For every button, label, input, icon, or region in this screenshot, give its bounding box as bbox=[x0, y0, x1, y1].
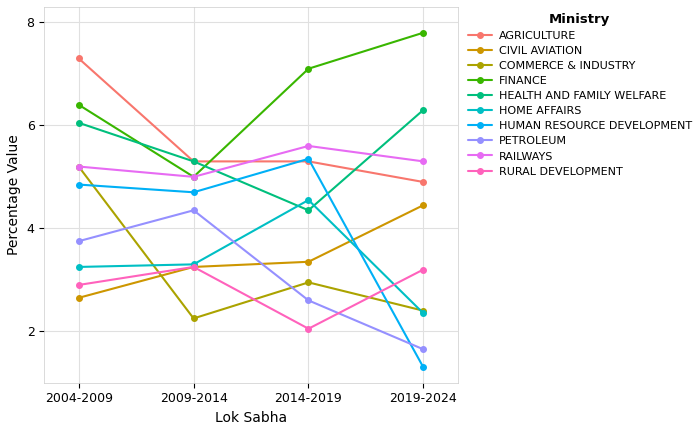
PETROLEUM bbox=[74, 238, 83, 244]
RAILWAYS bbox=[74, 164, 83, 169]
HOME AFFAIRS bbox=[304, 197, 313, 203]
HOME AFFAIRS bbox=[190, 262, 198, 267]
Line: HUMAN RESOURCE DEVELOPMENT: HUMAN RESOURCE DEVELOPMENT bbox=[76, 156, 426, 370]
Y-axis label: Percentage Value: Percentage Value bbox=[7, 134, 21, 255]
COMMERCE & INDUSTRY bbox=[74, 164, 83, 169]
HUMAN RESOURCE DEVELOPMENT bbox=[190, 190, 198, 195]
HOME AFFAIRS bbox=[74, 264, 83, 270]
HUMAN RESOURCE DEVELOPMENT bbox=[419, 365, 428, 370]
RAILWAYS bbox=[419, 159, 428, 164]
HUMAN RESOURCE DEVELOPMENT bbox=[304, 156, 313, 162]
RAILWAYS bbox=[304, 143, 313, 149]
HOME AFFAIRS bbox=[419, 311, 428, 316]
COMMERCE & INDUSTRY bbox=[304, 280, 313, 285]
FINANCE bbox=[419, 30, 428, 35]
HEALTH AND FAMILY WELFARE bbox=[74, 120, 83, 125]
CIVIL AVIATION bbox=[304, 259, 313, 264]
FINANCE bbox=[74, 102, 83, 108]
HEALTH AND FAMILY WELFARE bbox=[190, 159, 198, 164]
COMMERCE & INDUSTRY bbox=[190, 316, 198, 321]
RAILWAYS bbox=[190, 174, 198, 179]
X-axis label: Lok Sabha: Lok Sabha bbox=[215, 411, 287, 425]
HEALTH AND FAMILY WELFARE bbox=[419, 107, 428, 112]
CIVIL AVIATION bbox=[419, 203, 428, 208]
RURAL DEVELOPMENT bbox=[74, 283, 83, 288]
AGRICULTURE bbox=[419, 179, 428, 184]
COMMERCE & INDUSTRY bbox=[419, 308, 428, 313]
Line: HEALTH AND FAMILY WELFARE: HEALTH AND FAMILY WELFARE bbox=[76, 107, 426, 213]
Line: AGRICULTURE: AGRICULTURE bbox=[76, 56, 426, 185]
Line: RAILWAYS: RAILWAYS bbox=[76, 143, 426, 180]
RURAL DEVELOPMENT bbox=[304, 326, 313, 331]
FINANCE bbox=[190, 174, 198, 179]
Line: HOME AFFAIRS: HOME AFFAIRS bbox=[76, 197, 426, 316]
CIVIL AVIATION bbox=[74, 295, 83, 300]
Line: PETROLEUM: PETROLEUM bbox=[76, 207, 426, 352]
Line: COMMERCE & INDUSTRY: COMMERCE & INDUSTRY bbox=[76, 164, 426, 321]
HUMAN RESOURCE DEVELOPMENT bbox=[74, 182, 83, 187]
RURAL DEVELOPMENT bbox=[190, 264, 198, 270]
AGRICULTURE bbox=[74, 56, 83, 61]
FINANCE bbox=[304, 66, 313, 71]
Line: CIVIL AVIATION: CIVIL AVIATION bbox=[76, 202, 426, 301]
PETROLEUM bbox=[419, 347, 428, 352]
HEALTH AND FAMILY WELFARE bbox=[304, 208, 313, 213]
AGRICULTURE bbox=[304, 159, 313, 164]
Line: FINANCE: FINANCE bbox=[76, 30, 426, 180]
PETROLEUM bbox=[304, 298, 313, 303]
RURAL DEVELOPMENT bbox=[419, 267, 428, 272]
Line: RURAL DEVELOPMENT: RURAL DEVELOPMENT bbox=[76, 264, 426, 331]
AGRICULTURE bbox=[190, 159, 198, 164]
Legend: AGRICULTURE, CIVIL AVIATION, COMMERCE & INDUSTRY, FINANCE, HEALTH AND FAMILY WEL: AGRICULTURE, CIVIL AVIATION, COMMERCE & … bbox=[468, 13, 692, 177]
PETROLEUM bbox=[190, 208, 198, 213]
CIVIL AVIATION bbox=[190, 264, 198, 270]
